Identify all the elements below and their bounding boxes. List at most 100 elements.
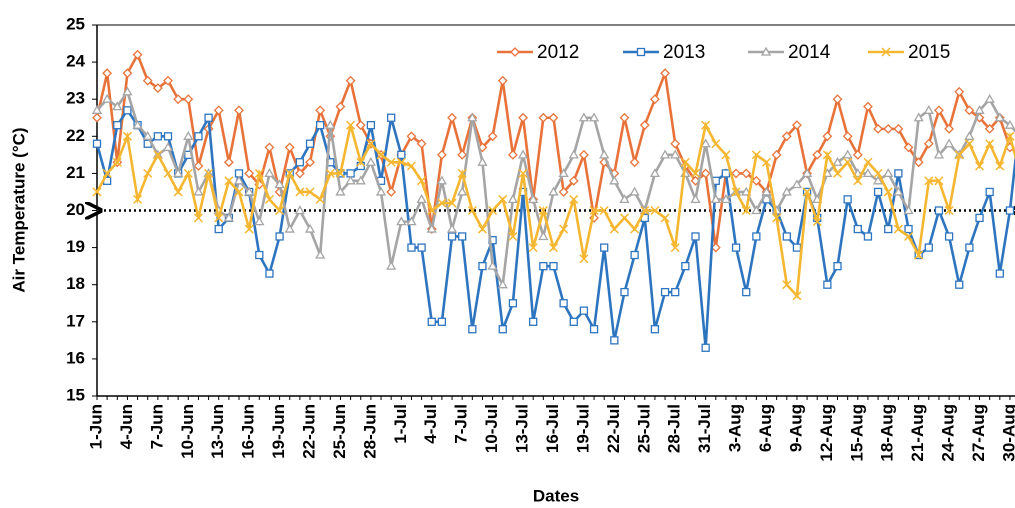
- x-tick-label: 9-Aug: [786, 404, 805, 452]
- point: [214, 224, 223, 234]
- point: [863, 232, 873, 241]
- point: [964, 139, 974, 149]
- point: [447, 112, 457, 123]
- point: [548, 243, 559, 253]
- point: [933, 149, 945, 159]
- x-tick-label: 3-Aug: [726, 404, 745, 452]
- point: [994, 112, 1005, 122]
- point: [517, 149, 529, 159]
- point: [893, 123, 904, 134]
- point: [670, 243, 680, 253]
- point: [792, 291, 802, 301]
- point: [335, 168, 345, 178]
- point: [995, 269, 1004, 278]
- x-tick-label: 10-Jun: [178, 404, 197, 459]
- point: [853, 224, 862, 234]
- point: [437, 198, 447, 208]
- point: [650, 94, 660, 105]
- point: [731, 168, 741, 179]
- point: [934, 176, 944, 186]
- point: [751, 150, 761, 160]
- point: [964, 130, 975, 140]
- point: [112, 101, 123, 111]
- point: [477, 224, 488, 234]
- point: [822, 150, 832, 160]
- point: [538, 231, 549, 241]
- point: [903, 231, 914, 242]
- point: [985, 187, 994, 197]
- x-tick-label: 16-Jun: [239, 404, 258, 459]
- point: [903, 142, 914, 153]
- point: [487, 260, 498, 270]
- point: [812, 149, 823, 160]
- point: [609, 224, 619, 234]
- point: [853, 176, 863, 186]
- point: [92, 112, 102, 123]
- point: [304, 223, 316, 233]
- point: [376, 150, 386, 160]
- point: [579, 306, 589, 315]
- point: [183, 94, 194, 105]
- x-axis-title: Dates: [533, 486, 579, 505]
- point: [772, 213, 782, 223]
- point: [883, 168, 894, 178]
- point: [680, 157, 690, 167]
- point: [365, 156, 377, 166]
- point: [457, 168, 467, 178]
- point: [691, 232, 700, 241]
- point: [833, 261, 842, 271]
- point: [132, 119, 143, 129]
- point: [569, 194, 579, 204]
- point: [943, 138, 955, 148]
- point: [345, 175, 356, 185]
- point: [386, 260, 397, 270]
- point: [529, 317, 538, 326]
- point: [711, 139, 721, 149]
- point: [153, 132, 163, 141]
- point: [600, 243, 609, 252]
- point: [903, 205, 914, 215]
- legend-label: 2012: [537, 42, 579, 63]
- point: [162, 142, 174, 152]
- point: [255, 250, 264, 260]
- y-tick-label: 16: [66, 348, 85, 367]
- point: [934, 206, 944, 215]
- point: [671, 287, 680, 297]
- point: [457, 186, 468, 196]
- y-tick-label: 17: [66, 311, 85, 330]
- point: [913, 157, 924, 168]
- y-tick-label: 18: [66, 274, 85, 293]
- point: [102, 168, 112, 178]
- point: [143, 168, 153, 178]
- point: [275, 232, 284, 241]
- point: [924, 243, 933, 252]
- point: [538, 112, 549, 123]
- point: [710, 194, 721, 204]
- point: [316, 121, 325, 130]
- point: [832, 156, 843, 166]
- point: [781, 131, 792, 142]
- point: [710, 242, 721, 253]
- point: [934, 105, 944, 116]
- point: [244, 224, 254, 234]
- point: [355, 175, 366, 185]
- point: [822, 131, 833, 142]
- point: [153, 150, 163, 160]
- point: [458, 232, 467, 241]
- legend-label: 2015: [908, 42, 950, 63]
- point: [944, 123, 955, 134]
- x-tick-label: 27-Aug: [969, 404, 988, 462]
- point: [559, 224, 569, 234]
- point: [610, 336, 619, 345]
- point: [498, 194, 508, 204]
- point: [548, 186, 559, 196]
- point: [315, 194, 325, 204]
- point: [792, 243, 802, 252]
- point: [468, 325, 477, 334]
- point: [132, 49, 143, 60]
- y-tick-label: 21: [66, 163, 85, 182]
- point: [163, 132, 173, 141]
- point: [173, 187, 183, 197]
- point: [436, 175, 448, 185]
- point: [629, 186, 640, 196]
